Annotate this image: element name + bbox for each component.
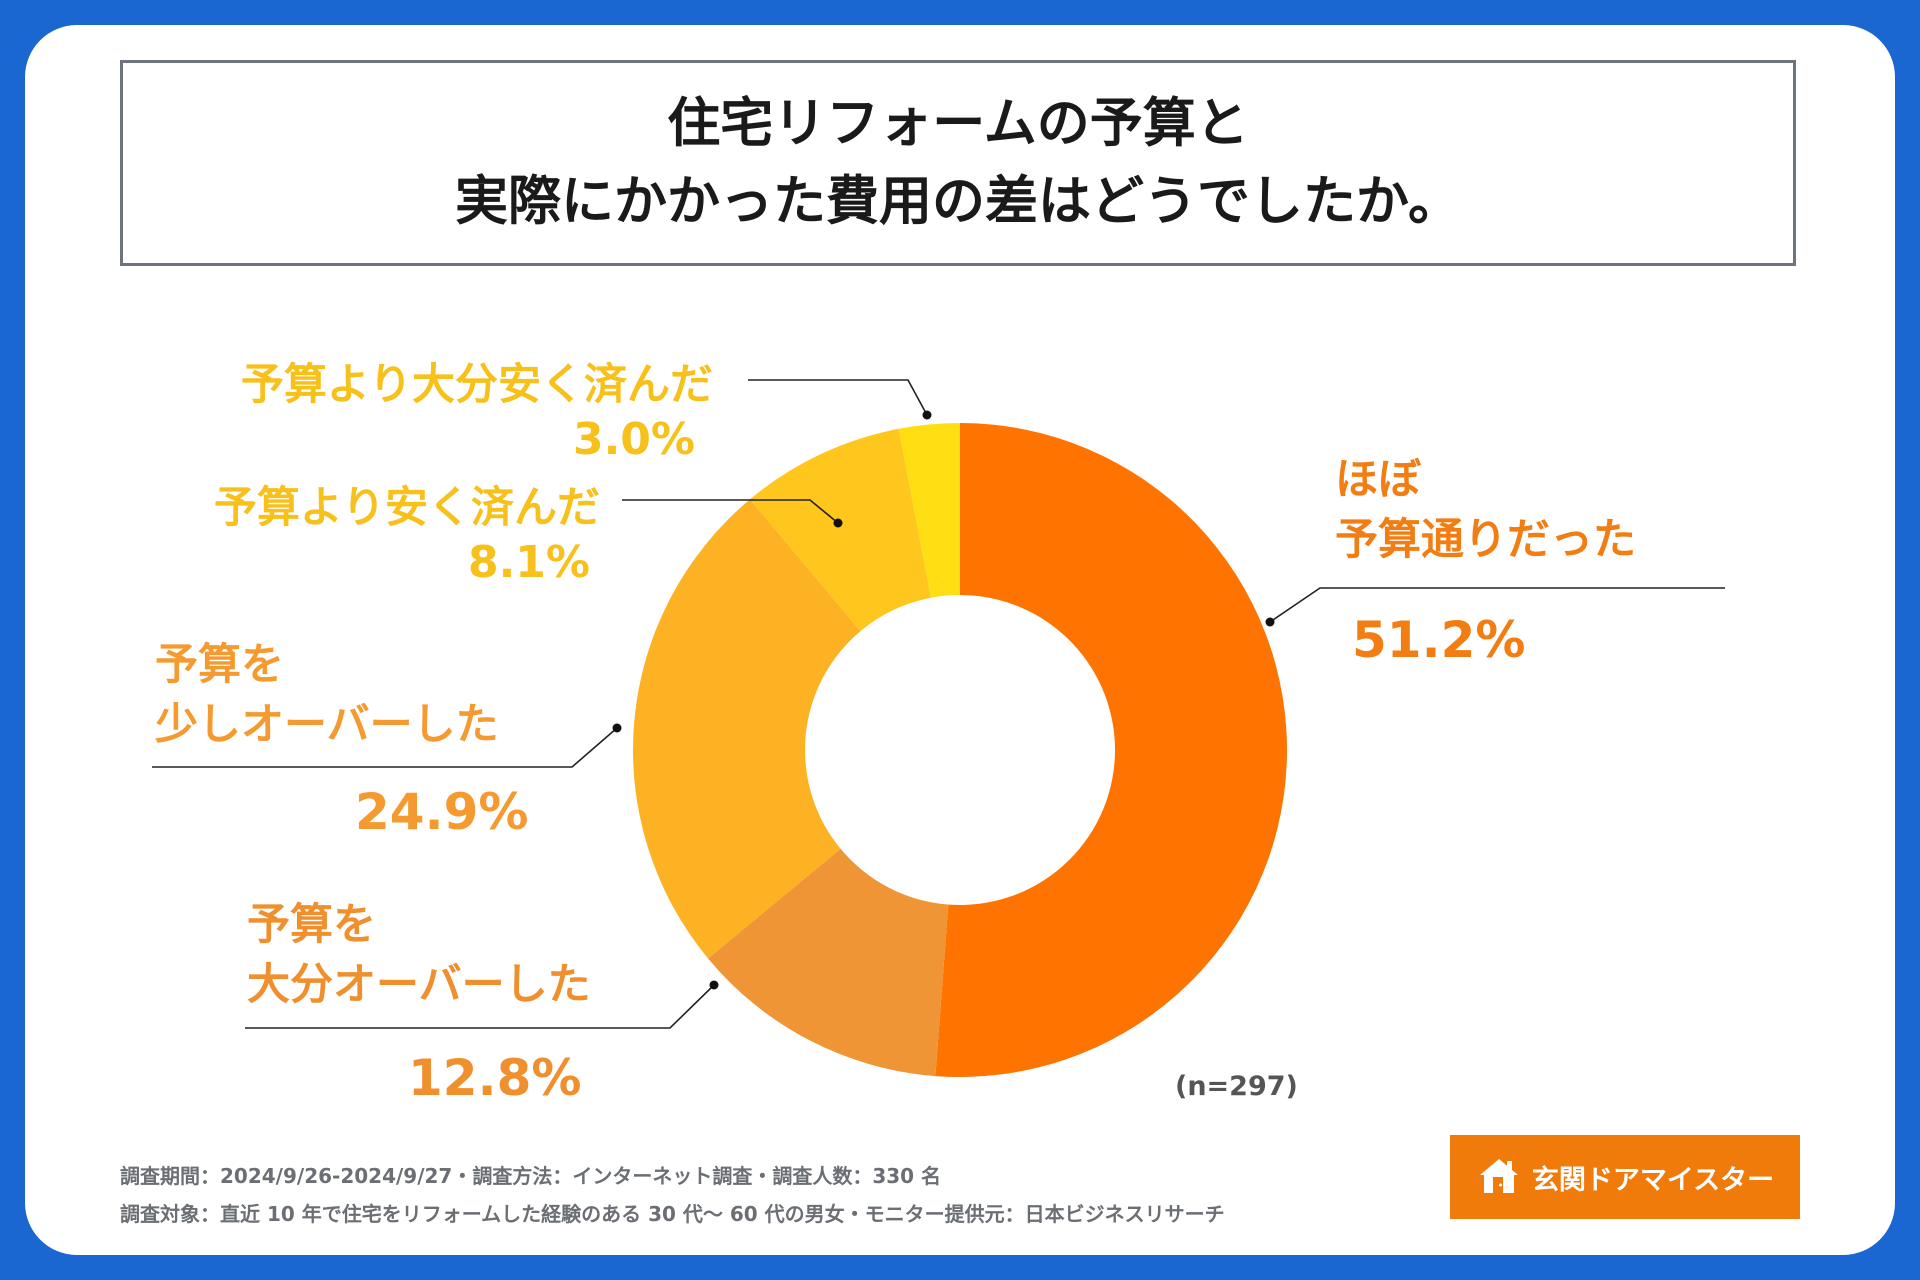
slice-label-line: 少しオーバーした	[155, 700, 499, 750]
slice-much-cheaper	[898, 423, 960, 598]
leader-much-cheaper-dot	[922, 410, 932, 420]
slice-label-much-cheaper: 予算より大分安く済んだ	[240, 360, 713, 410]
slice-cheaper	[749, 428, 931, 632]
leader-slight-over-dot	[612, 723, 622, 733]
survey-info-line-2: 調査対象：直近 10 年で住宅をリフォームした経験のある 30 代～ 60 代の…	[120, 1202, 1225, 1226]
slice-value-much-cheaper: 3.0%	[572, 414, 695, 465]
slice-label-cheaper: 予算より安く済んだ	[213, 483, 600, 533]
slice-label-on-budget: ほぼ 予算通りだった	[1335, 450, 1636, 570]
slice-label-line: ほぼ	[1335, 455, 1421, 505]
slice-label-far-over: 予算を 大分オーバーした	[247, 895, 591, 1015]
leader-cheaper-dot	[833, 518, 843, 528]
slice-value-far-over: 12.8%	[408, 1049, 582, 1107]
survey-info-line-1: 調査期間：2024/9/26-2024/9/27・調査方法：インターネット調査・…	[120, 1164, 942, 1188]
logo-text: 玄関ドアマイスター	[1531, 1164, 1775, 1196]
slice-label-line: 予算通りだった	[1335, 515, 1636, 565]
slice-label-line: 予算を	[155, 640, 284, 690]
leader-cheaper	[622, 499, 839, 524]
slice-on-budget	[935, 423, 1287, 1077]
leader-slight-over	[152, 727, 618, 768]
slice-slight-over	[633, 499, 861, 959]
leader-on-budget	[1269, 587, 1725, 623]
title-box: 住宅リフォームの予算と 実際にかかった費用の差はどうでしたか。	[120, 60, 1796, 266]
house-icon	[1476, 1155, 1522, 1199]
sample-size-label: (n=297)	[1175, 1071, 1298, 1102]
leader-much-cheaper	[748, 379, 928, 416]
leader-far-over-dot	[709, 980, 719, 990]
chart-title-line-2: 実際にかかった費用の差はどうでしたか。	[455, 171, 1461, 232]
slice-label-line: 予算を	[247, 900, 376, 950]
brand-logo: 玄関ドアマイスター	[1450, 1135, 1800, 1219]
slice-value-slight-over: 24.9%	[355, 783, 529, 841]
slice-label-slight-over: 予算を 少しオーバーした	[155, 635, 499, 755]
chart-title-line-1: 住宅リフォームの予算と	[667, 93, 1249, 154]
slice-label-line: 大分オーバーした	[247, 960, 591, 1010]
slice-value-on-budget: 51.2%	[1352, 611, 1526, 669]
slice-far-over	[708, 848, 949, 1077]
leader-on-budget-dot	[1265, 617, 1275, 627]
leader-far-over	[245, 984, 715, 1029]
slice-value-cheaper: 8.1%	[467, 537, 590, 588]
